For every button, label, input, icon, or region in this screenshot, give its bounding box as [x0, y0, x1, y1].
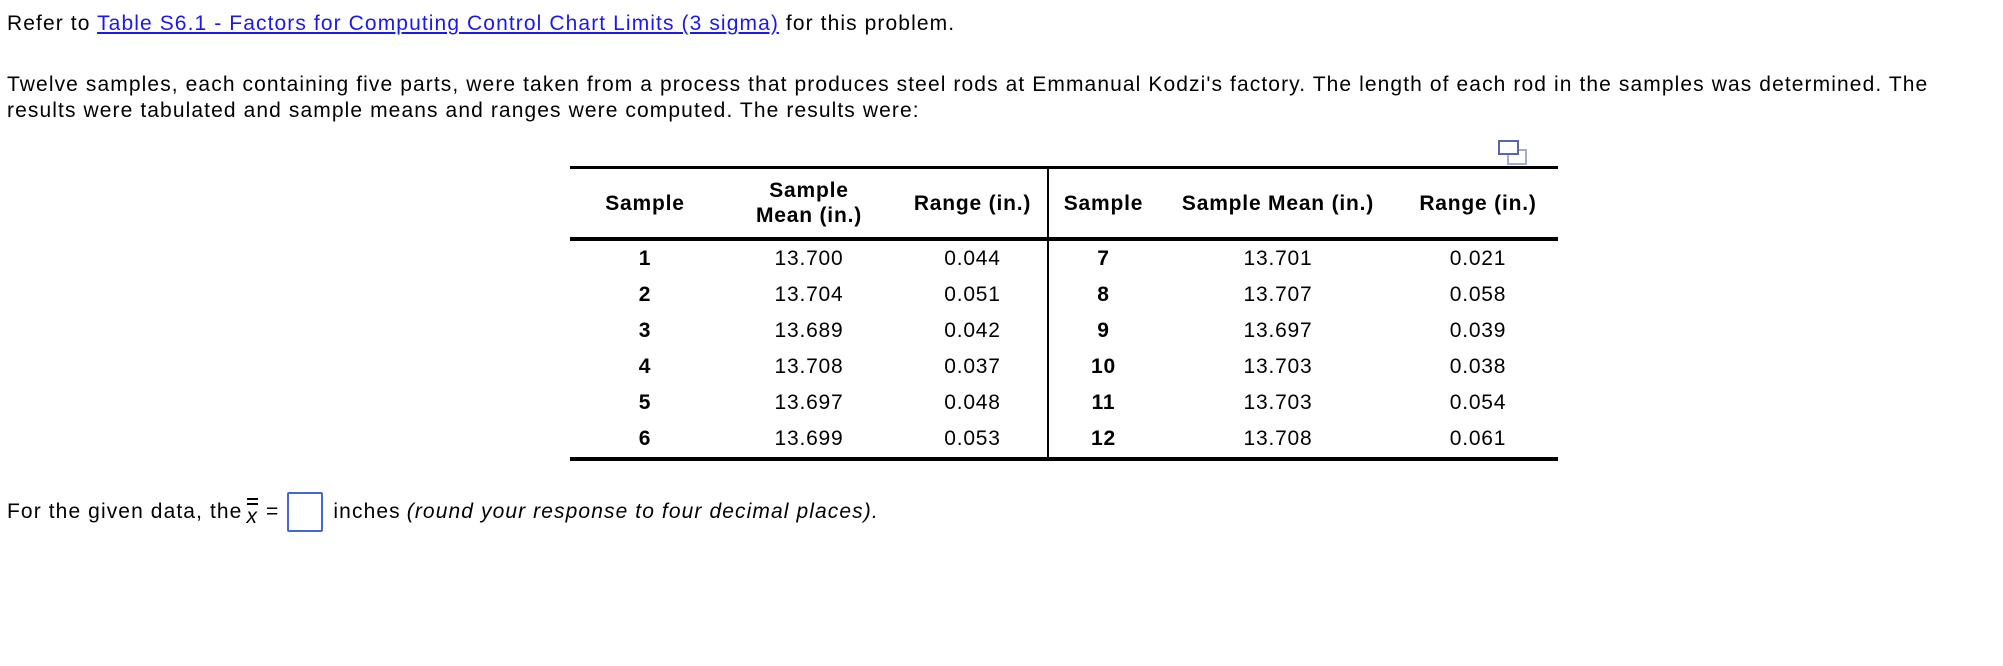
sample-number: 11: [1091, 391, 1116, 414]
sample-mean: 13.700: [774, 247, 844, 270]
header-row: Sample Sample Mean (in.) Range (in.) Samp…: [570, 167, 1558, 241]
sample-range: 0.048: [898, 385, 1049, 421]
sample-mean: 13.701: [1243, 247, 1313, 270]
rounding-instruction: (round your response to four decimal pla…: [406, 500, 879, 523]
sample-number: 12: [1048, 421, 1158, 461]
sample-number: 7: [1097, 247, 1110, 270]
sample-range: 0.058: [1449, 283, 1507, 306]
sample-range: 0.051: [898, 277, 1049, 313]
sample-number: 5: [638, 391, 652, 414]
copy-icon-front-rect: [1498, 140, 1519, 155]
sample-range: 0.038: [1449, 355, 1507, 378]
sample-range: 0.061: [1398, 421, 1558, 461]
sample-number: 9: [1097, 319, 1110, 342]
col-header-sample-right: Sample: [1048, 167, 1158, 241]
sample-range: 0.037: [898, 349, 1049, 385]
copy-icon[interactable]: [1498, 140, 1528, 166]
x-symbol: x: [246, 504, 259, 528]
unit-label: inches: [333, 500, 401, 523]
samples-table: Sample Sample Mean (in.) Range (in.) Samp…: [570, 166, 1558, 461]
sample-mean: 13.707: [1243, 283, 1313, 306]
sample-range: 0.054: [1449, 391, 1507, 414]
sample-range: 0.021: [1449, 247, 1507, 270]
intro-prefix: Refer to: [7, 12, 98, 35]
sample-number: 10: [1091, 355, 1116, 378]
double-overline: [246, 497, 258, 505]
mean-header-line1: Sample: [769, 179, 849, 202]
sample-number: 2: [638, 283, 652, 306]
col-header-mean-right: Sample Mean (in.): [1158, 167, 1398, 241]
sample-mean: 13.703: [1243, 391, 1313, 414]
answer-prefix: For the given data, the: [7, 500, 243, 523]
table-row: 5 13.697 0.048 11 13.703 0.054: [570, 385, 1558, 421]
col-header-range-right: Range (in.): [1398, 167, 1558, 241]
sample-mean: 13.708: [774, 355, 844, 378]
mean-header-line2: Mean (in.): [756, 204, 862, 227]
table-s61-link[interactable]: Table S6.1 - Factors for Computing Contr…: [97, 12, 779, 35]
sample-mean: 13.708: [1158, 421, 1398, 461]
sample-mean: 13.699: [720, 421, 898, 461]
sample-range: 0.042: [898, 313, 1049, 349]
table-row: 3 13.689 0.042 9 13.697 0.039: [570, 313, 1558, 349]
sample-mean: 13.689: [774, 319, 844, 342]
sample-range: 0.039: [1449, 319, 1507, 342]
sample-mean: 13.704: [774, 283, 844, 306]
sample-number: 1: [638, 247, 652, 270]
intro-line: Refer to Table S6.1 - Factors for Comput…: [7, 12, 955, 36]
sample-mean: 13.703: [1243, 355, 1313, 378]
col-header-range-left: Range (in.): [898, 167, 1049, 241]
col-header-sample-left: Sample: [570, 167, 720, 241]
x-double-bar-symbol: x: [246, 497, 259, 528]
table-row: 6 13.699 0.053 12 13.708 0.061: [570, 421, 1558, 461]
samples-table-region: Sample Sample Mean (in.) Range (in.) Samp…: [570, 140, 1558, 461]
table-row: 2 13.704 0.051 8 13.707 0.058: [570, 277, 1558, 313]
answer-input[interactable]: [287, 492, 324, 532]
sample-number: 3: [638, 319, 652, 342]
sample-mean: 13.697: [774, 391, 844, 414]
equals-sign: =: [266, 500, 280, 523]
sample-number: 6: [570, 421, 720, 461]
problem-statement: Twelve samples, each containing five par…: [7, 73, 1929, 122]
col-header-mean-left: Sample Mean (in.): [720, 167, 898, 241]
answer-line: For the given data, the x = inches (roun…: [7, 488, 879, 536]
sample-number: 4: [638, 355, 652, 378]
sample-range: 0.053: [898, 421, 1049, 461]
table-row: 1 13.700 0.044 7 13.701 0.021: [570, 239, 1558, 277]
sample-mean: 13.697: [1243, 319, 1313, 342]
sample-number: 8: [1097, 283, 1110, 306]
intro-suffix: for this problem.: [778, 12, 956, 35]
sample-range: 0.044: [898, 239, 1049, 277]
table-row: 4 13.708 0.037 10 13.703 0.038: [570, 349, 1558, 385]
